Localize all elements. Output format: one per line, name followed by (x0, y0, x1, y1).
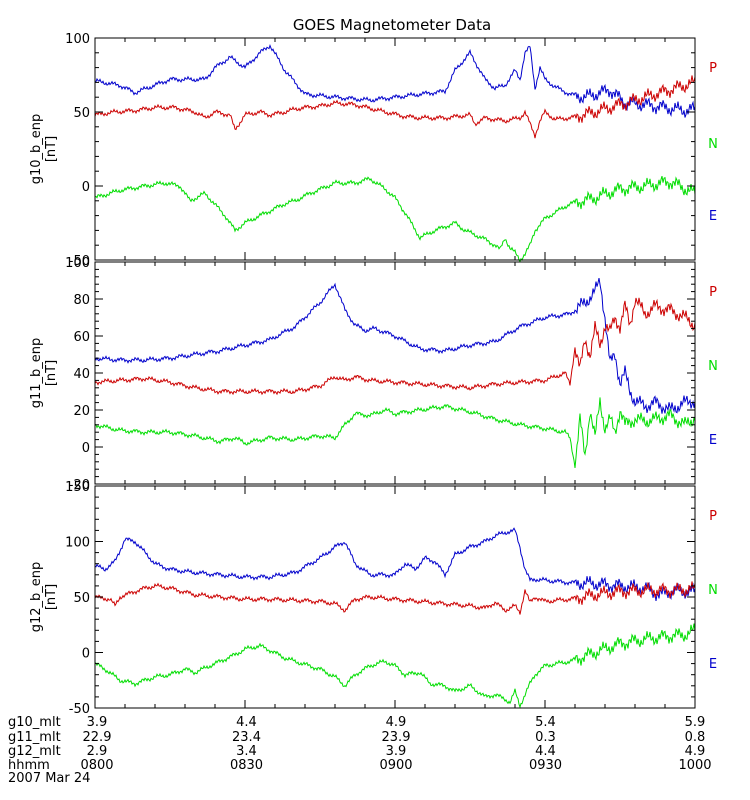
series-line-E (94, 527, 696, 601)
y-tick-label: -20 (69, 478, 90, 493)
legend-E: E (709, 209, 717, 224)
footer-row-label: g11_mlt (8, 730, 61, 745)
panel-frame (94, 485, 696, 709)
footer-value: 23.9 (382, 730, 411, 745)
footer-value: 0.3 (535, 730, 556, 745)
footer-value: 3.4 (236, 744, 257, 759)
panel-1: 100 50 0 -50 g10_b_enp [nT] P N E (29, 32, 718, 269)
footer-value: 0900 (379, 758, 412, 773)
y-axis-unit: [nT] (44, 584, 59, 610)
y-tick-label: 20 (73, 404, 90, 419)
y-axis-label: g10_b_enp (29, 114, 44, 185)
y-tick-label: 0 (82, 441, 90, 456)
panel-frame (94, 261, 696, 485)
footer-value: 0800 (80, 758, 113, 773)
y-tick-label: 50 (73, 591, 90, 606)
date-label: 2007 Mar 24 (8, 771, 90, 786)
y-tick-label: 60 (73, 330, 90, 345)
y-axis-unit: [nT] (44, 136, 59, 162)
footer-row-label: g12_mlt (8, 744, 61, 759)
legend-N: N (708, 359, 718, 374)
footer-value: 5.9 (685, 715, 706, 730)
y-tick-label: -50 (69, 254, 90, 269)
panel-frame (94, 37, 696, 261)
panel-2: 100 80 60 40 20 0 -20 g11_b_enp [nT] P N E (29, 256, 718, 493)
figure-title: GOES Magnetometer Data (293, 16, 491, 34)
footer-value: 0.8 (685, 730, 706, 745)
y-tick-label: 0 (82, 180, 90, 195)
series-line-P (94, 297, 696, 396)
series-line-N (94, 397, 696, 468)
panel-3: 150 100 50 0 -50 g12_b_enp [nT] P N E (29, 480, 718, 717)
y-axis-unit: [nT] (44, 360, 59, 386)
series-line-P (94, 581, 696, 615)
footer-value: 22.9 (83, 730, 112, 745)
series-line-E (94, 277, 696, 414)
footer-value: 4.9 (386, 715, 407, 730)
footer-value: 23.4 (232, 730, 261, 745)
footer-value: 5.4 (535, 715, 556, 730)
footer-value: 3.9 (386, 744, 407, 759)
legend-E: E (709, 657, 717, 672)
mlt-footer: g10_mltg11_mltg12_mlthhmm3.922.92.908004… (8, 715, 712, 773)
y-tick-label: 100 (65, 256, 90, 271)
footer-value: 0930 (529, 758, 562, 773)
footer-value: 2.9 (87, 744, 108, 759)
y-tick-label: 100 (65, 32, 90, 47)
legend-P: P (709, 509, 717, 524)
footer-row-label: g10_mlt (8, 715, 61, 730)
y-tick-label: 0 (82, 647, 90, 662)
legend-P: P (709, 285, 717, 300)
series-line-P (94, 75, 696, 139)
footer-value: 4.4 (535, 744, 556, 759)
y-tick-label: 80 (73, 293, 90, 308)
series-line-E (94, 43, 696, 118)
series-line-N (94, 623, 696, 709)
y-tick-label: 150 (65, 480, 90, 495)
footer-value: 4.4 (236, 715, 257, 730)
y-tick-label: 40 (73, 367, 90, 382)
y-axis-label: g12_b_enp (29, 562, 44, 633)
legend-P: P (709, 61, 717, 76)
footer-value: 0830 (230, 758, 263, 773)
y-axis-label: g11_b_enp (29, 338, 44, 409)
footer-value: 3.9 (87, 715, 108, 730)
y-tick-label: 50 (73, 106, 90, 121)
y-tick-label: 100 (65, 536, 90, 551)
footer-value: 4.9 (685, 744, 706, 759)
legend-N: N (708, 137, 718, 152)
y-tick-label: -50 (69, 702, 90, 717)
legend-E: E (709, 433, 717, 448)
footer-row-label: hhmm (8, 758, 50, 773)
legend-N: N (708, 583, 718, 598)
footer-value: 1000 (678, 758, 711, 773)
series-line-N (94, 175, 696, 263)
